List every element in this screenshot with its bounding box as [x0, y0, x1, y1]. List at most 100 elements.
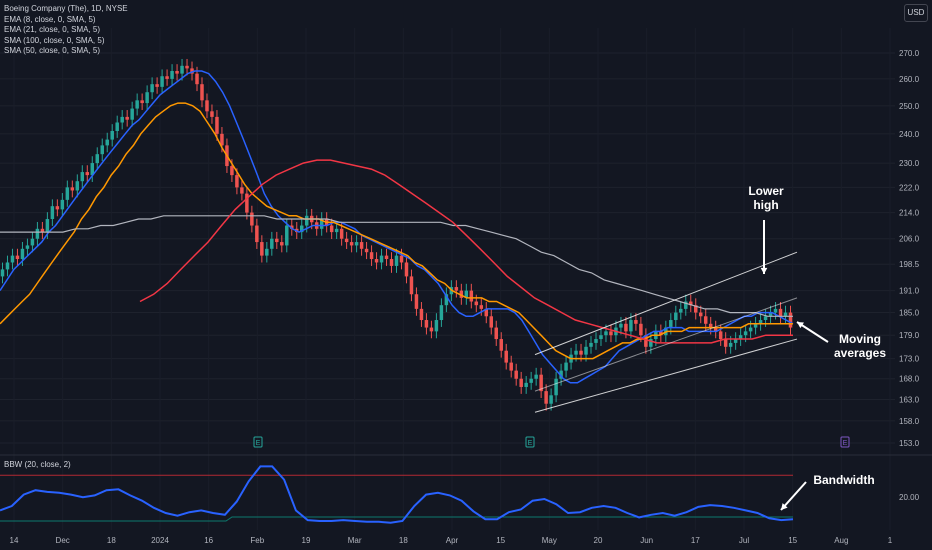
candle-body [195, 73, 199, 85]
candle-body [509, 362, 513, 371]
y-tick-label: 270.0 [899, 49, 920, 58]
candle-body [15, 255, 20, 260]
candle-body [110, 130, 114, 140]
candle-body [270, 238, 274, 249]
candle-body [10, 255, 15, 263]
candle-body [778, 308, 783, 317]
currency-button[interactable]: USD [904, 4, 928, 22]
candle-body [235, 175, 239, 188]
legend-symbol[interactable]: Boeing Company (The), 1D, NYSE [4, 4, 128, 13]
candle-body [634, 320, 638, 324]
candle-body [439, 305, 444, 321]
candle-body [60, 199, 65, 210]
candle-body [125, 116, 129, 120]
earnings-label: E [528, 440, 533, 447]
legend-ema8[interactable]: EMA (8, close, 0, SMA, 5) [4, 14, 96, 24]
y-tick-label: 198.5 [899, 260, 920, 269]
y-tick-label: 179.0 [899, 331, 920, 340]
candle-body [564, 362, 568, 371]
candle-body [394, 255, 399, 266]
candle-body [469, 290, 474, 302]
candle-body [0, 269, 5, 277]
candle-body [609, 331, 613, 336]
candle-body [200, 84, 204, 101]
bbw-line [0, 465, 794, 524]
candle-body [90, 163, 95, 176]
candle-body [713, 327, 718, 332]
candle-body [354, 242, 359, 246]
candle-body [20, 248, 25, 260]
x-tick-label: Aug [834, 536, 848, 545]
candle-body [210, 111, 214, 117]
earnings-marker [253, 436, 263, 448]
candle-body [723, 339, 728, 347]
candle-body [514, 370, 518, 379]
x-tick-label: 16 [204, 536, 213, 545]
bbw-legend[interactable]: BBW (20, close, 2) [4, 460, 71, 469]
candle-body [644, 335, 648, 347]
candle-body [105, 139, 109, 146]
bandwidth-annotation: Bandwidth [813, 473, 875, 487]
y-tick-label: 153.0 [899, 439, 920, 448]
lower-high-annotation: Lower high [748, 184, 784, 212]
candle-body [160, 76, 164, 87]
y-tick-label: 250.0 [899, 102, 920, 111]
channel-line [534, 251, 798, 356]
candle-body [319, 219, 324, 229]
candle-body [429, 327, 434, 332]
x-tick-label: Mar [348, 536, 362, 545]
channel-line [534, 338, 798, 413]
candle-body [304, 215, 309, 226]
candle-body [240, 187, 244, 194]
candle-body [379, 255, 384, 263]
candle-body [559, 370, 563, 379]
candle-body [529, 378, 533, 383]
x-tick-label: Apr [446, 536, 459, 545]
candle-body [454, 287, 459, 291]
candle-body [703, 316, 708, 324]
candle-body [693, 305, 698, 313]
candle-body [290, 225, 294, 229]
candle-body [115, 122, 119, 131]
candle-body [484, 308, 489, 317]
candle-body [768, 312, 773, 317]
candle-body [414, 294, 419, 309]
candle-body [135, 100, 139, 109]
x-tick-label: Dec [56, 536, 70, 545]
x-tick-label: May [542, 536, 557, 545]
earnings-marker [840, 436, 850, 448]
candle-body [773, 308, 778, 313]
candle-body [419, 308, 424, 321]
candle-body [185, 65, 189, 69]
candle-body [155, 84, 159, 87]
candle-body [100, 145, 104, 155]
candle-body [574, 350, 578, 355]
candle-body [679, 308, 683, 313]
legend-sma50[interactable]: SMA (50, close, 0, SMA, 5) [4, 46, 101, 55]
candle-body [434, 320, 439, 332]
candle-body [659, 331, 663, 336]
legend-ema21[interactable]: EMA (21, close, 0, SMA, 5) [4, 25, 101, 34]
legend-sma100[interactable]: SMA (100, close, 0, SMA, 5) [4, 35, 105, 45]
candle-body [748, 327, 753, 332]
candle-body [489, 316, 494, 328]
candle-body [539, 374, 543, 392]
candle-body [120, 116, 124, 123]
y-tick-label: 214.0 [899, 209, 920, 218]
y-tick-label: 173.0 [899, 355, 920, 364]
candle-body [649, 339, 653, 347]
candle-body [624, 323, 628, 332]
x-tick-label: 1 [888, 536, 893, 545]
candle-body [130, 108, 134, 120]
bbw-lowest-line [0, 516, 793, 522]
candle-body [55, 206, 60, 210]
candle-body [5, 262, 10, 270]
y-tick-label: 222.0 [899, 183, 920, 192]
x-tick-label: 18 [107, 536, 116, 545]
y-tick-label: 260.0 [899, 75, 920, 84]
x-tick-label: 17 [691, 536, 700, 545]
y-tick-label: 168.0 [899, 375, 920, 384]
candle-body [95, 154, 100, 164]
candle-body [280, 242, 284, 246]
